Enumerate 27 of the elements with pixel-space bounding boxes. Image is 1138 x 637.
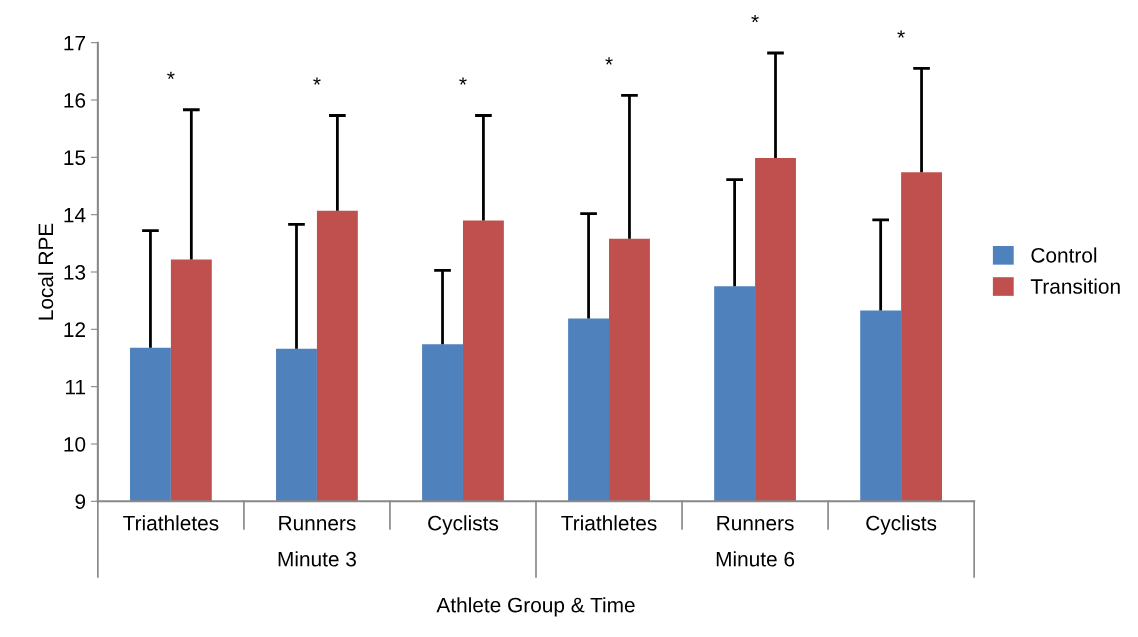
x-axis-title: Athlete Group & Time [436,597,635,617]
annotation: * [605,57,613,65]
y-tick-label: 9 [75,494,86,510]
y-axis-title: Local RPE [37,223,54,320]
text: Minute 3 [278,551,356,567]
x-tick-label: Cyclists [428,515,499,535]
annotation: * [167,71,175,79]
text: * [751,14,759,23]
y-tick-label: 12 [64,322,86,337]
x-tick-label: Runners [717,515,794,531]
y-tick-label: 11 [66,379,86,395]
y-tick-label: 16 [64,93,86,108]
legend-label: Control [1031,247,1097,263]
legend-label: Transition [1030,278,1120,294]
annotation: * [313,77,321,85]
annotation: * [459,77,467,85]
y-tick-label: 10 [64,436,86,452]
y-tick-label: 14 [64,207,86,223]
x-tick-label: Runners [279,515,356,531]
text: * [897,30,905,38]
x-tick-label: Triathletes [561,515,657,531]
x-tick-label: Cyclists [866,515,937,535]
y-tick-label: 15 [64,150,86,166]
y-tick-label: 13 [64,265,86,280]
text: Minute 6 [716,551,795,567]
x-tick-label: Triathletes [123,515,219,531]
y-tick-label: 17 [64,35,86,51]
